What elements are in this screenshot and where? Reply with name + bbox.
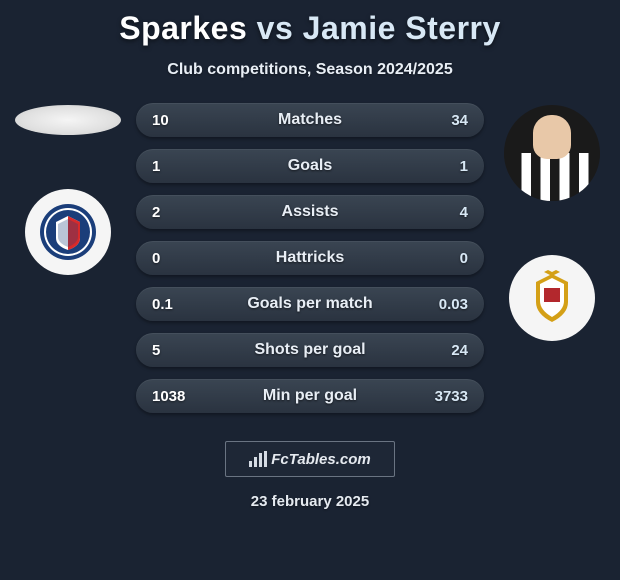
stat-right-value: 24	[424, 342, 484, 359]
stat-row: 0.1 Goals per match 0.03	[136, 287, 484, 321]
stat-label: Shots per goal	[254, 341, 365, 359]
chesterfield-crest-icon	[38, 202, 98, 262]
stat-left-value: 1038	[136, 388, 201, 405]
page-title: Sparkes vs Jamie Sterry	[0, 0, 620, 47]
stat-right-value: 4	[424, 204, 484, 221]
stat-left-value: 5	[136, 342, 196, 359]
footer-date: 23 february 2025	[0, 493, 620, 510]
stat-row: 2 Assists 4	[136, 195, 484, 229]
stat-left-value: 10	[136, 112, 196, 129]
stat-right-value: 3733	[419, 388, 484, 405]
stat-row: 0 Hattricks 0	[136, 241, 484, 275]
player2-name: Jamie Sterry	[303, 10, 501, 46]
stat-label: Min per goal	[263, 387, 357, 405]
comparison-content: 10 Matches 34 1 Goals 1 2 Assists 4 0 Ha…	[0, 103, 620, 413]
fctables-logo[interactable]: FcTables.com	[225, 441, 395, 477]
stat-label: Assists	[282, 203, 339, 221]
stat-left-value: 1	[136, 158, 196, 175]
vs-separator: vs	[257, 10, 294, 46]
stat-row: 1 Goals 1	[136, 149, 484, 183]
player2-photo	[504, 105, 600, 201]
player1-club-crest	[25, 189, 111, 275]
stat-label: Goals	[288, 157, 332, 175]
bars-icon	[249, 451, 267, 467]
stat-right-value: 34	[424, 112, 484, 129]
stat-left-value: 0	[136, 250, 196, 267]
player1-placeholder-icon	[15, 105, 121, 135]
stat-label: Matches	[278, 111, 342, 129]
stats-table: 10 Matches 34 1 Goals 1 2 Assists 4 0 Ha…	[128, 103, 492, 413]
brand-text: FcTables.com	[271, 451, 370, 468]
stat-row: 1038 Min per goal 3733	[136, 379, 484, 413]
player2-jersey-icon	[504, 153, 600, 201]
doncaster-crest-icon	[522, 268, 582, 328]
stat-right-value: 0	[424, 250, 484, 267]
stat-right-value: 1	[424, 158, 484, 175]
player1-name: Sparkes	[119, 10, 247, 46]
stat-row: 10 Matches 34	[136, 103, 484, 137]
stat-left-value: 2	[136, 204, 196, 221]
stat-label: Hattricks	[276, 249, 344, 267]
player2-head-icon	[533, 115, 571, 159]
left-side	[8, 103, 128, 413]
stat-right-value: 0.03	[423, 296, 484, 313]
right-side	[492, 103, 612, 413]
subtitle: Club competitions, Season 2024/2025	[0, 61, 620, 79]
player2-club-crest	[509, 255, 595, 341]
stat-left-value: 0.1	[136, 296, 196, 313]
stat-row: 5 Shots per goal 24	[136, 333, 484, 367]
stat-label: Goals per match	[247, 295, 372, 313]
